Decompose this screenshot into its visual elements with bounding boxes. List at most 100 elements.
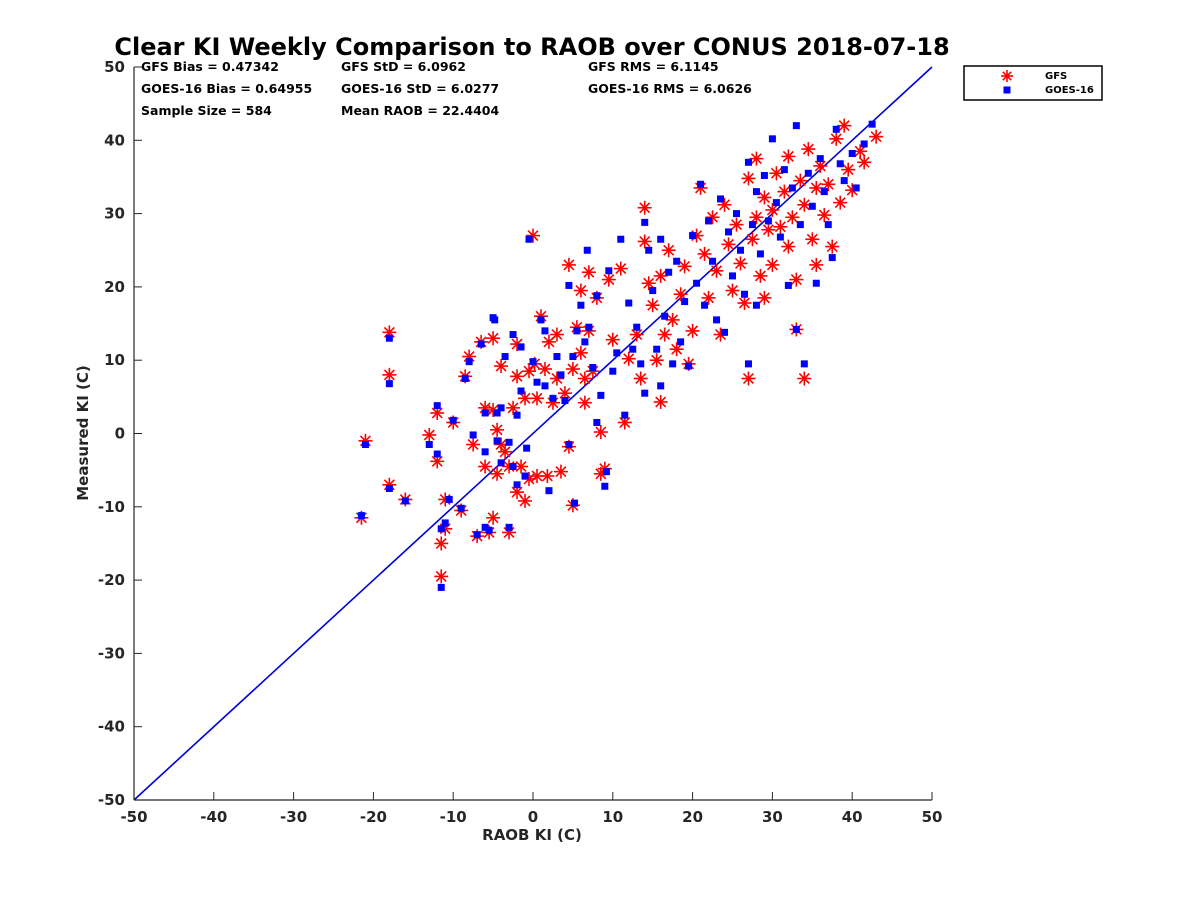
gfs-point xyxy=(741,171,756,186)
gfs-point xyxy=(601,272,616,287)
legend-goes-16-marker xyxy=(1003,86,1011,94)
goes-16-point xyxy=(641,218,649,226)
goes-16-point xyxy=(523,444,531,452)
legend-goes-16-label: GOES-16 xyxy=(1045,85,1094,96)
goes-16-point xyxy=(485,526,493,534)
gfs-point xyxy=(522,364,537,379)
goes-16-point xyxy=(657,382,665,390)
goes-16-point xyxy=(669,360,677,368)
gfs-point xyxy=(434,536,449,551)
y-tick-label: -20 xyxy=(98,571,125,589)
goes-16-point xyxy=(828,254,836,262)
goes-16-point xyxy=(792,325,800,333)
gfs-point xyxy=(466,437,481,452)
goes-16-point xyxy=(583,246,591,254)
gfs-point xyxy=(645,298,660,313)
goes-16-point xyxy=(501,353,509,361)
goes-16-point xyxy=(697,180,705,188)
goes-16-point xyxy=(764,217,772,225)
goes-16-point xyxy=(509,462,517,470)
goes-16-point xyxy=(557,371,565,379)
gfs-point xyxy=(549,327,564,342)
y-tick-label: 0 xyxy=(115,425,125,443)
gfs-point xyxy=(490,466,505,481)
goes-16-point xyxy=(497,404,505,412)
goes-16-point xyxy=(717,195,725,203)
gfs-point xyxy=(857,155,872,170)
goes-16-point xyxy=(780,166,788,174)
goes-16-point xyxy=(425,440,433,448)
gfs-point xyxy=(745,232,760,247)
gfs-point xyxy=(422,427,437,442)
gfs-point xyxy=(757,190,772,205)
goes-16-point xyxy=(732,210,740,218)
gfs-point xyxy=(382,367,397,382)
goes-16-point xyxy=(385,380,393,388)
y-axis-label: Measured KI (C) xyxy=(74,365,92,501)
goes-16-point xyxy=(729,272,736,280)
goes-16-point xyxy=(573,327,581,335)
goes-16-point xyxy=(609,367,617,375)
goes-16-point xyxy=(589,364,597,372)
y-tick-label: 50 xyxy=(104,58,125,76)
goes-16-point xyxy=(602,468,610,476)
gfs-point xyxy=(581,265,596,280)
goes-16-series xyxy=(357,120,876,591)
gfs-point xyxy=(494,359,509,374)
gfs-point xyxy=(709,263,724,278)
y-tick-label: -30 xyxy=(98,644,125,662)
goes-16-point xyxy=(689,232,697,240)
gfs-point xyxy=(486,510,501,525)
goes-16-point xyxy=(768,135,776,143)
gfs-point xyxy=(486,331,501,346)
goes-16-point xyxy=(760,171,768,179)
gfs-point xyxy=(665,312,680,327)
goes-16-point xyxy=(836,160,844,168)
x-tick-label: -30 xyxy=(280,808,307,826)
statistics-block: GFS Bias = 0.47342 GOES-16 Bias = 0.6495… xyxy=(141,59,752,118)
x-tick-label: 50 xyxy=(922,808,943,826)
goes-16-point xyxy=(625,299,633,307)
gfs-point xyxy=(685,323,700,338)
y-tick-label: 20 xyxy=(104,278,125,296)
stat-mean-raob: Mean RAOB = 22.4404 xyxy=(341,103,499,118)
y-tick-label: 10 xyxy=(104,351,125,369)
goes-16-point xyxy=(509,331,517,339)
goes-16-point xyxy=(637,360,645,368)
goes-16-point xyxy=(481,448,489,456)
gfs-point xyxy=(749,151,764,166)
goes-16-point xyxy=(505,523,513,531)
goes-16-point xyxy=(816,155,824,163)
goes-16-point xyxy=(533,378,541,386)
goes-16-point xyxy=(744,158,752,166)
gfs-point xyxy=(793,173,808,188)
goes-16-point xyxy=(752,301,760,309)
goes-16-point xyxy=(565,281,573,289)
goes-16-point xyxy=(681,298,689,306)
gfs-point xyxy=(653,394,668,409)
goes-16-point xyxy=(561,397,569,405)
goes-16-point xyxy=(721,328,729,336)
gfs-point xyxy=(621,351,636,366)
axes: -50 -40 -30 -20 -10 0 10 20 30 40 50 -50 -40 -30 -20 -1… xyxy=(98,58,943,826)
goes-16-point xyxy=(585,323,593,331)
x-tick-label: 40 xyxy=(842,808,863,826)
goes-16-point xyxy=(701,301,709,309)
gfs-point xyxy=(729,217,744,232)
x-tick-label: -40 xyxy=(200,808,227,826)
x-tick-label: -10 xyxy=(440,808,467,826)
gfs-point xyxy=(677,259,692,274)
legend-gfs-label: GFS xyxy=(1045,71,1067,82)
goes-16-point xyxy=(852,184,860,192)
goes-16-point xyxy=(593,419,601,427)
gfs-point xyxy=(741,371,756,386)
stat-goes-bias: GOES-16 Bias = 0.64955 xyxy=(141,81,312,96)
gfs-point xyxy=(649,353,664,368)
goes-16-point xyxy=(545,487,553,495)
goes-16-point xyxy=(776,233,784,241)
gfs-point xyxy=(498,444,513,459)
goes-16-point xyxy=(812,279,820,287)
gfs-point xyxy=(637,234,652,249)
goes-16-point xyxy=(800,360,808,368)
goes-16-point xyxy=(549,394,557,402)
